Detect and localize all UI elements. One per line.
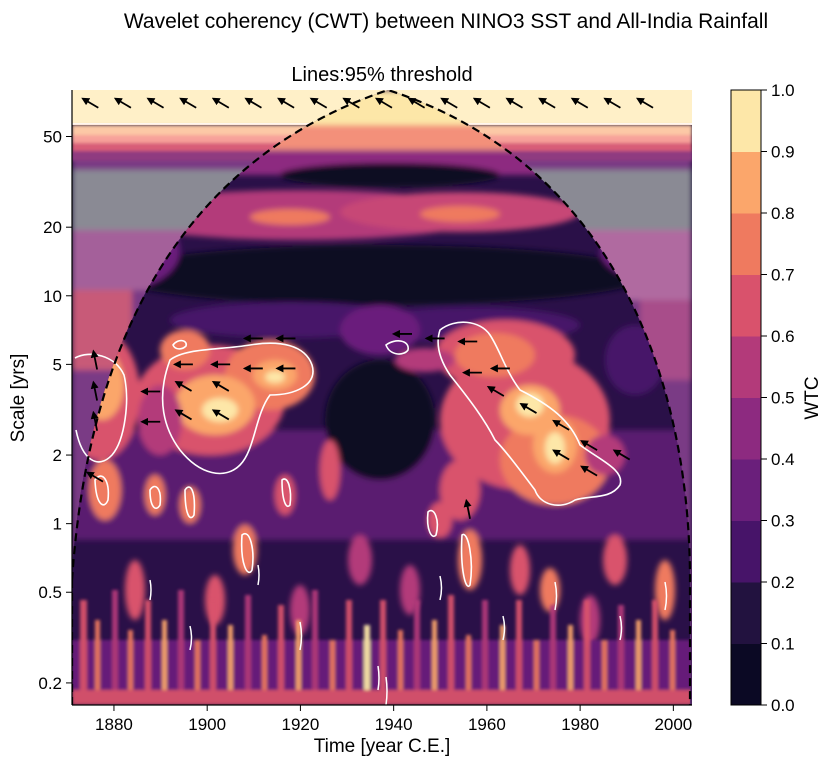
phase-arrow <box>519 403 537 414</box>
phase-arrow <box>342 97 360 109</box>
colorbar-segment <box>731 459 761 521</box>
phase-arrow <box>146 97 165 109</box>
phase-arrow <box>486 386 505 397</box>
phase-arrow <box>81 97 99 109</box>
colorbar-tick-label: 0.6 <box>771 327 795 346</box>
x-tick-label: 2000 <box>654 715 692 734</box>
phase-arrow <box>463 498 472 519</box>
colorbar-tick-label: 0.1 <box>771 635 795 654</box>
x-tick-label: 1920 <box>282 715 320 734</box>
y-tick-label: 10 <box>43 287 62 306</box>
colorbar-segment <box>731 520 761 583</box>
phase-arrow <box>309 97 328 109</box>
y-tick-label: 0.5 <box>38 583 62 602</box>
colorbar-tick-label: 1.0 <box>771 81 795 100</box>
phase-arrow <box>244 97 262 109</box>
phase-arrow <box>570 97 589 109</box>
x-tick-label: 1900 <box>188 715 226 734</box>
plot-area <box>72 90 692 705</box>
y-tick-label: 50 <box>43 128 62 147</box>
phase-arrow <box>374 97 393 109</box>
phase-arrow <box>85 471 104 483</box>
colorbar-ticks: 0.0 0.1 0.2 0.3 0.4 0.5 0.6 0.7 0.8 0.9 1.0 <box>761 81 795 715</box>
colorbar-segment <box>731 274 761 337</box>
phase-arrow <box>277 97 295 109</box>
colorbar-tick-label: 0.7 <box>771 266 795 285</box>
y-tick-label: 1 <box>53 515 62 534</box>
colorbar-segment <box>731 336 761 398</box>
y-tick-label: 20 <box>43 218 62 237</box>
y-tick-label: 0.2 <box>38 674 62 693</box>
phase-arrow <box>552 419 570 431</box>
colorbar-tick-label: 0.5 <box>771 389 795 408</box>
colorbar-tick-label: 0.2 <box>771 573 795 592</box>
chart-title: Lines:95% threshold <box>291 64 472 86</box>
colorbar-tick-label: 0.8 <box>771 204 795 223</box>
chart-suptitle: Wavelet coherency (CWT) between NINO3 SS… <box>124 10 768 33</box>
phase-arrow <box>612 449 631 461</box>
y-axis-label: Scale [yrs] <box>8 354 29 443</box>
y-tick-label: 5 <box>53 355 62 374</box>
phase-arrow <box>603 97 621 109</box>
colorbar <box>731 90 761 706</box>
phase-arrow <box>472 97 491 109</box>
x-tick-label: 1960 <box>468 715 506 734</box>
coi-region <box>72 90 690 705</box>
colorbar-tick-label: 0.0 <box>771 696 795 715</box>
x-tick-label: 1980 <box>561 715 599 734</box>
x-axis-label: Time [year C.E.] <box>314 736 451 757</box>
phase-arrow <box>552 449 570 461</box>
colorbar-tick-label: 0.3 <box>771 512 795 531</box>
phase-arrow <box>580 465 598 477</box>
x-tick-label: 1880 <box>95 715 133 734</box>
x-tick-label: 1940 <box>375 715 413 734</box>
phase-arrow <box>211 97 230 109</box>
colorbar-tick-label: 0.9 <box>771 143 795 162</box>
colorbar-segment <box>731 151 761 214</box>
phase-arrow <box>407 97 426 109</box>
phase-arrow <box>636 97 654 109</box>
colorbar-segment <box>731 213 761 275</box>
y-tick-label: 2 <box>53 446 62 465</box>
phase-arrow <box>90 410 99 431</box>
small-scale-significance-contours <box>149 564 668 705</box>
colorbar-segment <box>731 90 761 152</box>
phase-arrow <box>538 97 556 109</box>
x-axis-ticks: 1880 1900 1920 1940 1960 1980 2000 <box>95 705 692 734</box>
phase-arrow <box>580 440 598 451</box>
colorbar-segment <box>731 582 761 644</box>
phase-arrow <box>211 409 230 421</box>
cone-of-influence <box>72 90 692 705</box>
phase-arrow <box>113 97 132 109</box>
phase-arrow <box>505 97 523 109</box>
phase-arrow <box>90 349 99 370</box>
colorbar-tick-label: 0.4 <box>771 450 795 469</box>
phase-arrows <box>81 97 654 519</box>
phase-arrow <box>90 380 99 401</box>
phase-arrow <box>179 97 197 109</box>
colorbar-segment <box>731 643 761 706</box>
phase-arrow <box>174 380 192 392</box>
phase-arrow <box>174 409 192 421</box>
colorbar-label: WTC <box>802 376 823 419</box>
colorbar-segment <box>731 397 761 460</box>
significance-contours <box>74 321 622 588</box>
phase-arrow <box>211 380 230 392</box>
y-axis-ticks: 0.2 0.5 1 2 5 10 20 50 <box>38 128 72 693</box>
phase-arrow <box>440 97 458 109</box>
